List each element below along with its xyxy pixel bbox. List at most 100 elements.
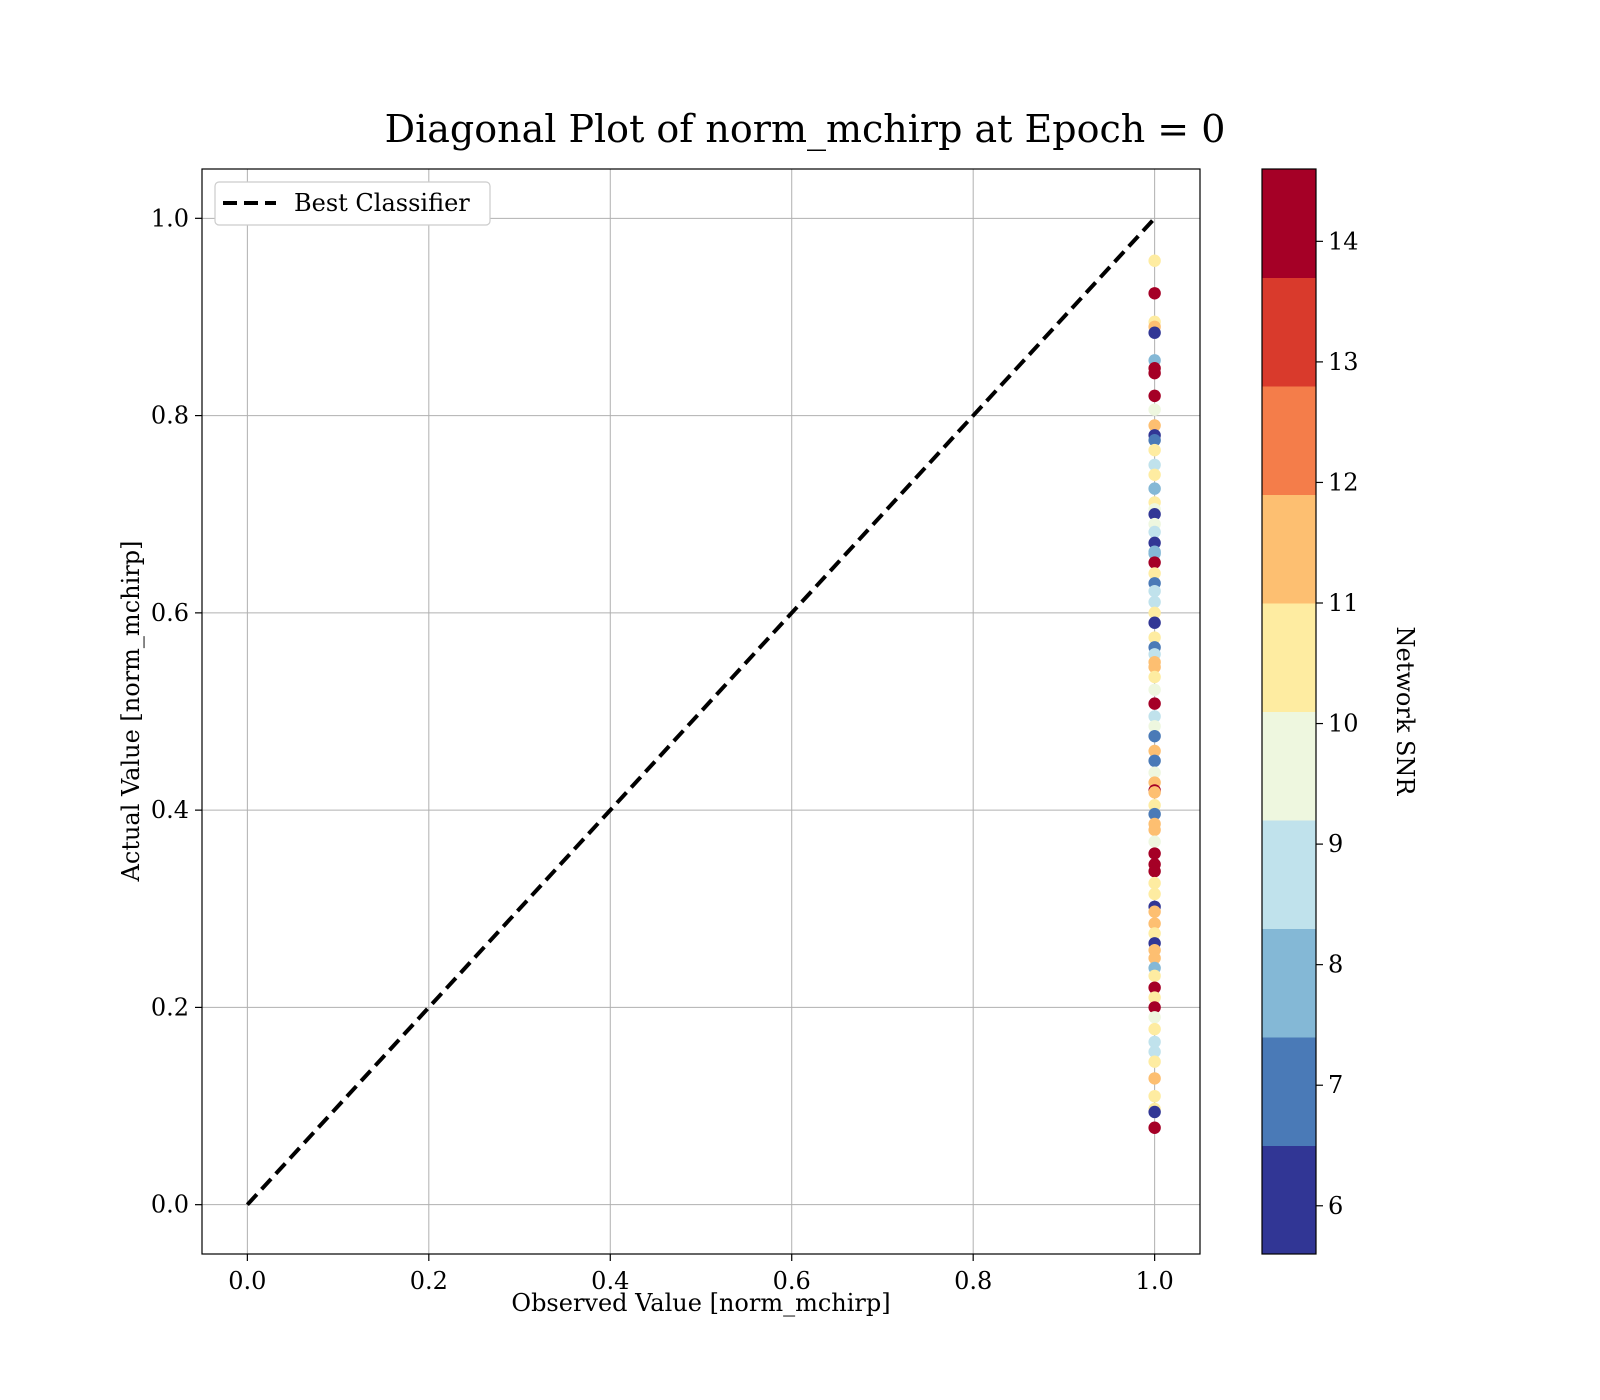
colorbar-tick-label: 13 [1328,348,1359,376]
scatter-point [1148,660,1161,674]
colorbar-tick-label: 7 [1328,1071,1343,1099]
scatter-point [1148,287,1161,300]
legend-box [214,181,491,226]
scatter-point [1148,710,1161,723]
colorbar-segments [1262,169,1316,1255]
scatter-point [1148,927,1161,940]
plot-frame [201,168,1201,1255]
x-tick-label: 0.6 [773,1267,811,1295]
scatter-point [1148,1089,1161,1103]
y-tick-label: 0.6 [151,599,189,627]
colorbar-frame [1261,168,1317,1255]
scatter-point [1148,584,1161,598]
scatter-point [1148,419,1161,432]
colorbar-segment [1262,603,1316,712]
scatter-point [1148,951,1161,965]
colorbar-tick-label: 9 [1328,830,1343,858]
legend: Best Classifier [214,181,491,226]
scatter-point [1148,799,1161,812]
scatter-point [1148,876,1161,890]
colorbar-tick-label: 10 [1328,710,1359,738]
scatter-point [1148,807,1161,821]
chart-title: Diagonal Plot of norm_mchirp at Epoch = … [385,107,1226,152]
scatter-point [1148,823,1161,837]
scatter-point [1148,1035,1161,1049]
scatter-point [1148,458,1161,472]
x-axis-ticks: 0.0 0.2 0.4 0.6 0.8 1.0 [228,1254,1174,1295]
scatter-point [1148,254,1161,267]
scatter-point [1148,1072,1161,1085]
y-tick-label: 1.0 [151,204,189,232]
scatter-point [1148,744,1161,758]
scatter-point [1148,326,1161,339]
scatter-point [1148,786,1161,799]
x-axis-label: Observed Value [norm_mchirp] [511,1289,890,1317]
scatter-point [1148,766,1161,779]
colorbar-tick-label: 8 [1328,951,1343,979]
colorbar: 6 7 8 9 10 11 12 13 14 Network SNR [1261,168,1419,1255]
scatter-point [1148,697,1161,710]
scatter-point [1148,595,1161,609]
x-tick-label: 0.0 [228,1267,266,1295]
scatter-point [1148,981,1161,994]
legend-entry-best-classifier: Best Classifier [294,189,470,217]
colorbar-segment [1262,494,1316,604]
scatter-point [1148,917,1161,930]
scatter-point [1148,683,1161,696]
scatter-point [1148,1105,1161,1119]
scatter-point [1148,865,1161,878]
scatter-point [1148,1001,1161,1014]
y-tick-label: 0.2 [151,993,189,1021]
colorbar-tick-label: 11 [1328,589,1359,617]
scatter-point [1148,720,1161,733]
scatter-point [1148,1011,1161,1024]
scatter-point [1148,468,1161,481]
colorbar-label: Network SNR [1391,627,1419,797]
scatter-point [1148,556,1161,569]
scatter-point [1148,482,1161,495]
scatter-point [1148,508,1161,521]
scatter-point [1148,969,1161,983]
scatter-point [1148,887,1161,901]
scatter-point [1148,366,1161,380]
scatter-point [1148,389,1161,403]
scatter-point [1148,567,1161,580]
scatter-point [1148,443,1161,457]
scatter-point [1148,1055,1161,1068]
colorbar-segment [1262,169,1316,278]
colorbar-tick-label: 14 [1328,227,1359,255]
scatter-point [1148,1045,1161,1058]
scatter-point [1148,670,1161,684]
y-axis-ticks: 0.0 0.2 0.4 0.6 0.8 1.0 [151,204,202,1219]
scatter-point [1148,1022,1161,1036]
scatter-point [1148,847,1161,860]
scatter-point [1148,616,1161,629]
scatter-point [1148,547,1161,560]
colorbar-tick-label: 12 [1328,468,1359,496]
x-tick-label: 0.2 [410,1267,448,1295]
scatter-point [1148,991,1161,1004]
grid-lines [202,169,1200,1254]
y-tick-label: 0.8 [151,402,189,430]
plot-area [201,168,1201,1255]
scatter-point [1148,631,1161,644]
scatter-point [1148,403,1161,416]
x-tick-label: 0.8 [954,1267,992,1295]
colorbar-ticks: 6 7 8 9 10 11 12 13 14 [1316,227,1359,1220]
colorbar-tick-label: 6 [1328,1192,1343,1220]
y-tick-label: 0.0 [151,1191,189,1219]
x-tick-label: 0.4 [591,1267,629,1295]
scatter-point [1148,729,1161,743]
scatter-point [1148,434,1161,447]
colorbar-segment [1262,1145,1316,1255]
colorbar-segment [1262,1037,1316,1146]
scatter-point [1148,905,1161,918]
scatter-points [1148,254,1161,1134]
best-classifier-line [245,216,1157,1207]
scatter-point [1148,835,1161,848]
scatter-point [1148,1121,1161,1134]
scatter-point [1148,606,1161,620]
y-axis-label: Actual Value [norm_mchirp] [117,541,145,883]
colorbar-segment [1262,386,1316,495]
